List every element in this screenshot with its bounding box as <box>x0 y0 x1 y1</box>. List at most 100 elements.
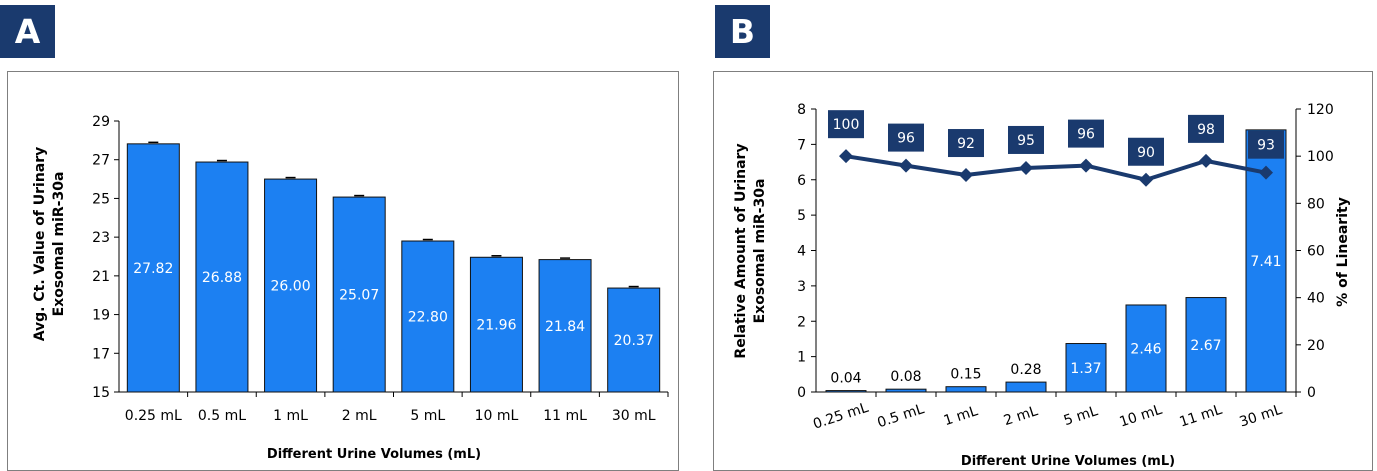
chart-a-x-tick-label: 10 mL <box>475 408 519 424</box>
chart-a-bar <box>401 240 455 393</box>
chart-b-y-axis-title-line1: Relative Amount of Urinary <box>733 143 749 358</box>
chart-b-y2-axis-title: % of Linearity <box>1335 197 1351 307</box>
chart-b-x-tick-label: 10 mL <box>1118 402 1165 431</box>
chart-b-line-label-box <box>948 129 984 158</box>
chart-b-y-axis-title-line2: Exosomal miR-30a <box>752 179 768 324</box>
chart-b-y-tick-label: 4 <box>797 244 806 260</box>
chart-b-line-label-box <box>1128 137 1164 166</box>
chart-b-line-data-label: 90 <box>1137 145 1155 161</box>
chart-b-bar <box>945 386 987 393</box>
chart-b-x-tick-label: 5 mL <box>1062 403 1100 429</box>
chart-a-y-axis-title-line2: Exosomal miR-30a <box>51 172 67 317</box>
chart-b-y-tick-label: 2 <box>797 314 806 330</box>
chart-a-bar <box>195 161 249 393</box>
chart-a-y-axis-title-line1: Avg. Ct. Value of Urinary <box>32 147 48 342</box>
chart-a-data-label: 21.96 <box>476 318 516 334</box>
chart-b-y2-tick-label: 120 <box>1307 102 1334 118</box>
chart-b-line-label-box <box>888 123 924 152</box>
chart-b-line-point <box>1079 158 1093 173</box>
chart-b-y-tick-label: 8 <box>797 102 806 118</box>
chart-b-y-tick-label: 3 <box>797 279 806 295</box>
chart-b-line-point <box>899 158 913 173</box>
chart-b-bar <box>825 390 867 393</box>
chart-a-x-axis-title: Different Urine Volumes (mL) <box>267 447 481 462</box>
chart-b-x-tick-label: 2 mL <box>1002 403 1040 429</box>
chart-a-x-tick-label: 1 mL <box>273 408 308 424</box>
chart-b-line-label-box <box>1008 125 1044 154</box>
chart-b-bar <box>1125 304 1167 393</box>
chart-a-y-tick-label: 29 <box>92 114 110 130</box>
chart-b-y-tick-label: 1 <box>797 350 806 366</box>
chart-a-data-label: 25.07 <box>339 288 379 304</box>
chart-a-data-label: 22.80 <box>408 310 448 326</box>
chart-b-x-tick-label: 30 mL <box>1238 402 1285 431</box>
chart-a-y-tick-label: 23 <box>92 230 110 246</box>
chart-b-line-point <box>959 168 973 183</box>
chart-a-data-label: 21.84 <box>545 319 585 335</box>
chart-a-bar <box>264 178 318 393</box>
chart-b-line-point <box>1199 153 1213 168</box>
chart-a-y-tick-label: 27 <box>92 153 110 169</box>
chart-a-y-tick-label: 19 <box>92 308 110 324</box>
chart-a-x-tick-label: 11 mL <box>543 408 587 424</box>
chart-b-line-label-box <box>1248 130 1284 159</box>
panel-b-badge: B <box>715 5 770 58</box>
chart-b-x-tick-label: 1 mL <box>942 403 980 429</box>
chart-a-bar <box>607 287 661 393</box>
chart-b-bar-data-label: 0.15 <box>950 367 981 383</box>
chart-b-line-point <box>1259 165 1273 180</box>
chart-b-line-data-label: 96 <box>1077 127 1095 143</box>
chart-b-line-data-label: 100 <box>833 117 860 133</box>
chart-b-y2-tick-label: 80 <box>1307 196 1325 212</box>
chart-b-bar-data-label: 7.41 <box>1250 254 1281 270</box>
chart-b-line-label-box <box>1068 119 1104 148</box>
chart-b-line-data-label: 95 <box>1017 133 1035 149</box>
chart-b-y-tick-label: 0 <box>797 385 806 401</box>
chart-b-x-tick-label: 0.25 mL <box>811 400 870 433</box>
chart-b-frame: Different Urine Volumes (mL) Relative Am… <box>713 71 1373 471</box>
chart-b-y2-tick-label: 20 <box>1307 338 1325 354</box>
chart-a-data-label: 20.37 <box>614 333 654 349</box>
chart-a-x-tick-label: 30 mL <box>612 408 656 424</box>
chart-a-data-label: 26.88 <box>202 270 242 286</box>
chart-a-data-label: 26.00 <box>271 279 311 295</box>
chart-b-line-point <box>839 149 853 164</box>
chart-b-bar <box>1185 297 1227 393</box>
chart-b-bar-data-label: 2.67 <box>1190 338 1221 354</box>
chart-a-y-tick-label: 25 <box>92 191 110 207</box>
chart-b-x-tick-label: 0.5 mL <box>875 401 926 431</box>
chart-b-linearity-line <box>845 154 1267 182</box>
chart-a-data-label: 27.82 <box>133 261 173 277</box>
chart-b-line-label-box <box>1188 114 1224 143</box>
chart-b-line-data-label: 93 <box>1257 138 1275 154</box>
chart-b-bar-data-label: 1.37 <box>1070 361 1101 377</box>
chart-a-x-tick-label: 5 mL <box>410 408 445 424</box>
chart-b-y2-tick-label: 100 <box>1307 149 1334 165</box>
chart-b-line-data-label: 98 <box>1197 122 1215 138</box>
chart-b-bar-data-label: 0.28 <box>1010 362 1041 378</box>
chart-b-bar-data-label: 2.46 <box>1130 341 1161 357</box>
chart-b-y2-tick-label: 0 <box>1307 385 1316 401</box>
chart-b-bar-data-label: 0.08 <box>890 369 921 385</box>
chart-a-y-tick-label: 21 <box>92 269 110 285</box>
panel-a-badge: A <box>0 5 55 58</box>
chart-a-bar <box>126 143 180 393</box>
chart-b-x-axis-title: Different Urine Volumes (mL) <box>961 454 1175 469</box>
chart-b: Different Urine Volumes (mL) Relative Am… <box>733 102 1351 469</box>
chart-b-bar <box>1005 381 1047 393</box>
chart-b-bar-data-label: 0.04 <box>830 371 861 387</box>
chart-b-line-point <box>1139 172 1153 187</box>
chart-b-bar <box>885 388 927 393</box>
chart-a-y-tick-label: 15 <box>92 385 110 401</box>
chart-b-y2-tick-label: 60 <box>1307 244 1325 260</box>
chart-a-bar <box>538 259 592 393</box>
chart-b-x-tick-label: 11 mL <box>1178 402 1225 431</box>
chart-a-x-tick-label: 0.25 mL <box>125 408 182 424</box>
chart-a-y-tick-label: 17 <box>92 346 110 362</box>
chart-a-frame: Different Urine Volumes (mL) Avg. Ct. Va… <box>7 71 679 471</box>
chart-a-bar <box>332 196 386 393</box>
chart-b-y-tick-label: 5 <box>797 208 806 224</box>
chart-a-x-tick-label: 2 mL <box>342 408 377 424</box>
chart-a-x-tick-label: 0.5 mL <box>198 408 246 424</box>
chart-b-bar <box>1065 343 1107 393</box>
